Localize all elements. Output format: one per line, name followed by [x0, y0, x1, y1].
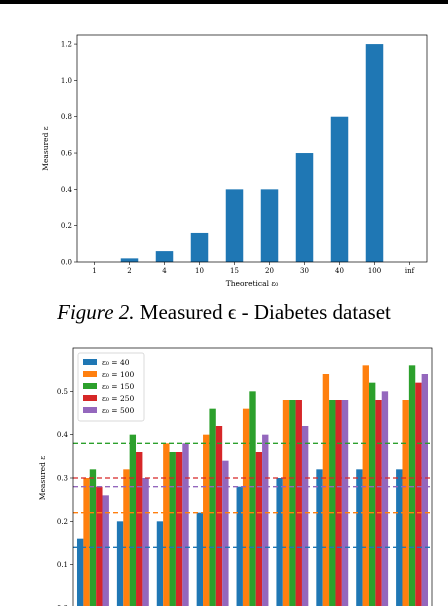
y-tick-label: 0.3	[57, 475, 68, 483]
bar-0.8-series-4	[335, 400, 342, 606]
bar-0.3-series-1	[116, 521, 124, 606]
y-axis-label: Measured ε	[38, 456, 47, 500]
y-tick-label: 0.2	[57, 518, 68, 526]
bar-0.4-series-2	[163, 443, 170, 606]
plot-frame	[72, 347, 433, 606]
y-tick-label: 1.0	[61, 77, 72, 85]
y-tick-label: 0.4	[57, 431, 69, 439]
bar-0.2-series-5	[102, 495, 109, 606]
bar-2	[120, 258, 139, 262]
legend-label-4: ε₀ = 250	[102, 394, 134, 403]
caption-text: Measured ϵ - Diabetes dataset	[139, 300, 391, 324]
y-axis-label: Measured ε	[41, 126, 50, 170]
bar-40	[330, 116, 349, 262]
bar-1.0-series-5	[421, 374, 429, 606]
bar-0.7-series-1	[276, 478, 283, 606]
y-tick-label: 0.8	[61, 113, 72, 121]
bar-0.3-series-4	[136, 452, 143, 606]
bar-0.3-series-2	[123, 469, 130, 606]
bar-0.6-series-3	[249, 391, 256, 606]
bar-0.6-series-5	[262, 434, 269, 606]
bar-10	[190, 232, 209, 262]
bar-0.4-series-5	[182, 443, 189, 606]
bar-0.2-series-2	[83, 478, 90, 606]
bar-0.8-series-1	[316, 469, 323, 606]
x-tick-label-inf: inf	[405, 267, 416, 275]
top-rule	[0, 0, 448, 4]
x-tick-label-40: 40	[335, 267, 344, 275]
legend-swatch-4	[83, 395, 97, 401]
x-tick-label-1: 1	[92, 267, 96, 275]
bar-1.0-series-1	[396, 469, 403, 606]
bar-0.6-series-1	[236, 486, 243, 606]
bar-1.0-series-2	[402, 400, 409, 606]
bar-0.9-series-5	[381, 391, 389, 606]
legend-swatch-5	[83, 407, 97, 413]
bar-0.6-series-2	[242, 408, 250, 606]
bar-0.5-series-4	[215, 426, 223, 606]
legend-label-2: ε₀ = 100	[102, 370, 134, 379]
y-tick-label: 1.2	[61, 41, 72, 49]
bar-0.4-series-3	[169, 452, 176, 606]
bar-0.4-series-1	[156, 521, 164, 606]
bar-0.3-series-3	[129, 434, 137, 606]
bar-0.8-series-3	[329, 400, 336, 606]
bar-0.5-series-1	[196, 512, 204, 606]
bar-0.7-series-3	[289, 400, 296, 606]
y-tick-label: 0.1	[57, 561, 68, 569]
figure-caption: Figure 2. Measured ϵ - Diabetes dataset	[0, 300, 448, 325]
bar-0.2-series-3	[89, 469, 97, 606]
y-tick-label: 0.0	[61, 259, 72, 267]
bar-0.7-series-5	[301, 426, 309, 606]
bar-0.9-series-3	[368, 382, 376, 606]
bar-0.7-series-4	[295, 400, 302, 606]
bar-0.8-series-2	[322, 374, 330, 606]
bar-1.0-series-3	[408, 365, 416, 606]
bar-0.9-series-4	[375, 400, 382, 606]
bar-20	[260, 189, 279, 262]
y-tick-label: 0.0	[57, 605, 68, 606]
x-tick-label-20: 20	[265, 267, 274, 275]
bar-0.5-series-3	[209, 408, 216, 606]
bar-0.9-series-1	[356, 469, 363, 606]
legend-swatch-2	[83, 371, 97, 377]
legend-label-3: ε₀ = 150	[102, 382, 134, 391]
bar-0.5-series-5	[222, 460, 229, 606]
y-tick-label: 0.5	[57, 388, 68, 396]
bar-0.4-series-4	[175, 452, 183, 606]
x-tick-label-2: 2	[127, 267, 131, 275]
bar-15	[225, 189, 244, 262]
x-axis-label: Theoretical ε₀	[226, 279, 279, 288]
x-tick-label-30: 30	[300, 267, 309, 275]
bar-100	[365, 44, 384, 262]
x-tick-label-4: 4	[162, 267, 167, 275]
bar-0.5-series-2	[203, 434, 210, 606]
x-tick-label-100: 100	[368, 267, 381, 275]
legend-swatch-3	[83, 383, 97, 389]
bar-0.7-series-2	[282, 400, 290, 606]
x-tick-label-15: 15	[230, 267, 239, 275]
caption-label: Figure 2.	[57, 300, 135, 324]
legend-label-5: ε₀ = 500	[102, 406, 134, 415]
bar-0.2-series-4	[96, 486, 103, 606]
bar-0.8-series-5	[341, 400, 349, 606]
bar-4	[155, 251, 174, 262]
legend-box	[77, 352, 145, 422]
bar-0.9-series-2	[362, 365, 369, 606]
bar-0.2-series-1	[76, 538, 84, 606]
x-tick-label-10: 10	[195, 267, 204, 275]
chart-sampling-ratio: 0.20.30.40.50.60.70.80.91.00.00.10.20.30…	[38, 347, 433, 606]
legend-label-1: ε₀ = 40	[102, 358, 130, 367]
y-tick-label: 0.2	[61, 222, 72, 230]
y-tick-label: 0.4	[61, 186, 73, 194]
chart-measured-vs-theoretical: 1 2 4 10 15 20 30 40 100 inf 0.0 0.2 0.4 0.6 0.8 1.0 1.2…	[41, 34, 428, 288]
bar-30	[295, 153, 314, 262]
y-tick-label: 0.6	[61, 150, 73, 158]
bar-1.0-series-4	[415, 382, 422, 606]
bar-0.3-series-5	[142, 478, 149, 606]
plot-frame	[76, 34, 428, 263]
bar-0.6-series-4	[255, 452, 263, 606]
legend-swatch-1	[83, 359, 97, 365]
